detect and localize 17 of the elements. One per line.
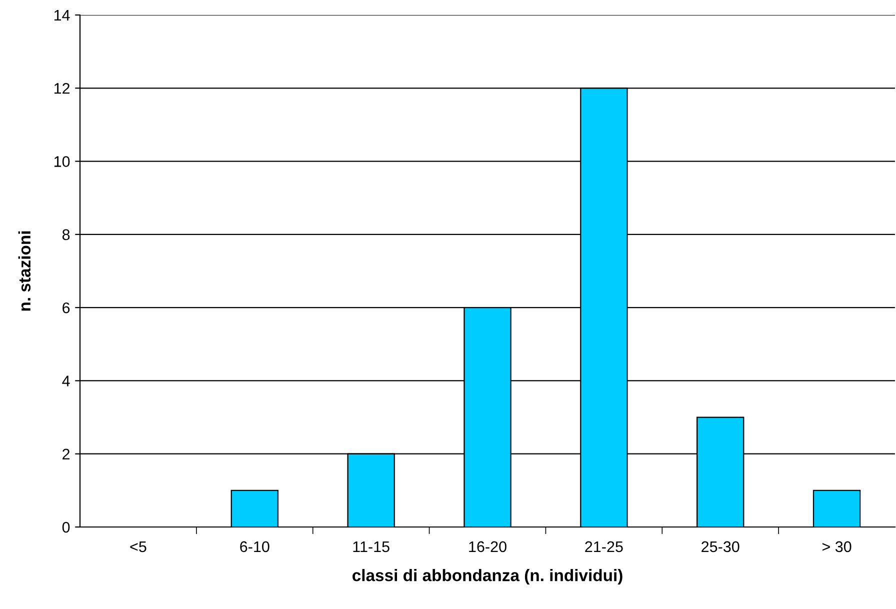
y-tick-label: 8 (62, 229, 70, 240)
x-tick-label: 16-20 (469, 541, 506, 552)
x-tick-label: 6-10 (240, 541, 270, 552)
y-tick-label: 2 (62, 448, 70, 460)
x-tick-label: <5 (130, 541, 146, 552)
y-tick-label: 12 (54, 83, 70, 94)
x-tick-label: 11-15 (353, 541, 390, 552)
y-tick-label: 0 (62, 522, 70, 533)
x-axis-title: classi di abbondanza (n. individui) (352, 569, 622, 585)
x-tick-label: > 30 (822, 541, 852, 552)
x-tick-label: 25-30 (702, 541, 740, 552)
x-tick-label: 21-25 (585, 541, 623, 552)
y-tick-label: 10 (54, 156, 70, 167)
y-tick-label: 6 (62, 302, 70, 314)
y-axis-title: n. stazioni (18, 231, 31, 311)
y-tick-label: 14 (54, 10, 70, 21)
y-tick-label: 4 (62, 376, 70, 386)
